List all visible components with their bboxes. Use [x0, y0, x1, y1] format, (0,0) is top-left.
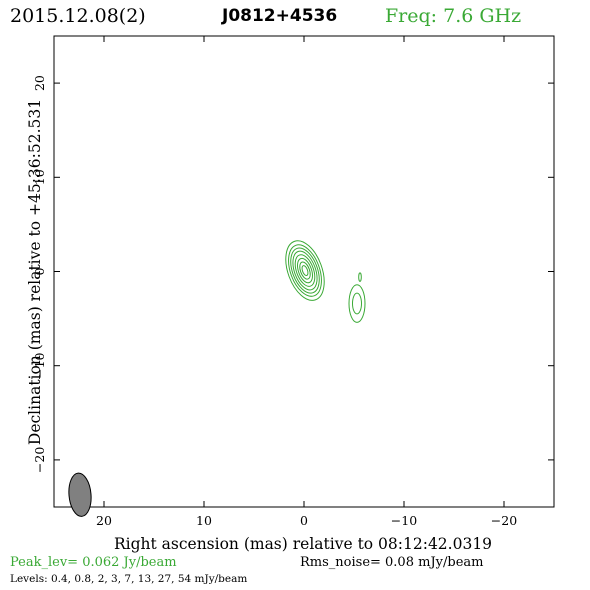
- y-tick-label: 10: [32, 169, 47, 185]
- contour-ring: [290, 247, 320, 294]
- plot-frame: [53, 35, 555, 508]
- contour-levels: Levels: 0.4, 0.8, 2, 3, 7, 13, 27, 54 mJ…: [10, 573, 247, 585]
- contour-ring: [285, 240, 325, 301]
- frequency-title: Freq: 7.6 GHz: [385, 5, 521, 27]
- x-tick-label: −20: [491, 513, 517, 528]
- contour-ring: [294, 254, 316, 287]
- beam-ellipse: [68, 472, 92, 517]
- y-tick-label: −10: [32, 352, 47, 378]
- x-tick-label: −10: [391, 513, 417, 528]
- contour-map: [285, 240, 366, 323]
- x-tick-label: 20: [96, 513, 112, 528]
- contour-ring: [348, 284, 366, 323]
- epoch-title: 2015.12.08(2): [10, 5, 146, 27]
- x-axis-label: Right ascension (mas) relative to 08:12:…: [114, 535, 492, 553]
- contour-ring: [288, 244, 322, 297]
- x-tick-label: 0: [300, 513, 308, 528]
- y-axis-label: Declination (mas) relative to +45:36:52.…: [26, 99, 44, 445]
- contour-ring: [301, 265, 309, 277]
- y-tick-label: −20: [32, 447, 47, 473]
- rms-noise: Rms_noise= 0.08 mJy/beam: [300, 555, 483, 570]
- contour-ring: [297, 257, 313, 284]
- axis-ticks: 20 10 0 −10 −20 20 10 0 −10 −20: [32, 36, 554, 528]
- contour-ring: [358, 272, 362, 282]
- contour-ring: [299, 261, 311, 280]
- source-name: J0812+4536: [221, 6, 337, 26]
- peak-level: Peak_lev= 0.062 Jy/beam: [10, 555, 177, 570]
- y-tick-label: 20: [32, 75, 47, 91]
- y-tick-label: 0: [32, 267, 47, 275]
- contour-ring: [352, 292, 362, 315]
- contour-ring: [292, 250, 318, 291]
- x-tick-label: 10: [196, 513, 212, 528]
